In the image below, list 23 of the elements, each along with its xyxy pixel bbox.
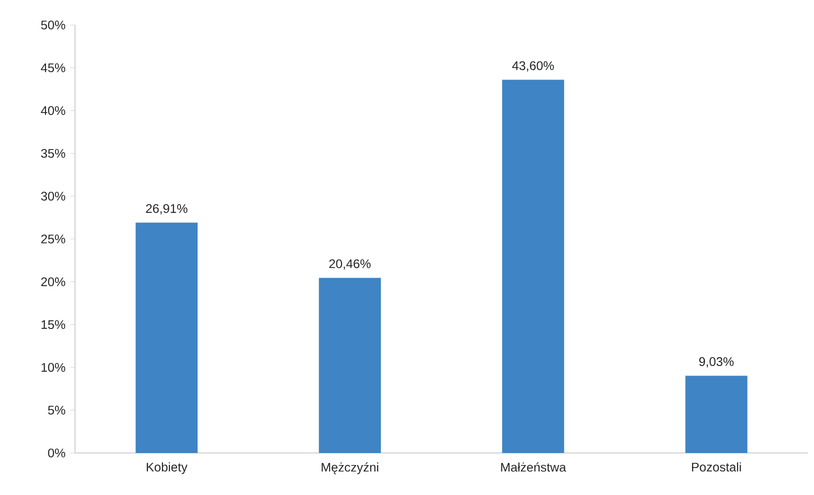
x-tick-label: Małżeństwa — [501, 462, 566, 472]
y-tick-label: 0% — [48, 448, 66, 458]
y-tick-label: 15% — [42, 320, 66, 329]
y-tick-label: 45% — [40, 63, 66, 72]
bar — [502, 80, 564, 453]
bar — [136, 222, 198, 453]
y-tick-label: 30% — [41, 192, 66, 201]
y-tick-label: 40% — [40, 106, 66, 116]
data-label: 20,46% — [329, 259, 371, 270]
x-tick-label: Kobiety — [146, 462, 188, 474]
data-label: 43,60% — [512, 61, 554, 72]
x-tick-label: Mężczyźni — [322, 462, 378, 474]
data-label: 9,03% — [699, 357, 734, 368]
y-tick-label: 10% — [42, 362, 66, 372]
y-tick-label: 35% — [41, 148, 66, 158]
y-tick-label: 25% — [41, 234, 66, 244]
y-tick-label: 50% — [41, 20, 66, 30]
x-tick-label: Pozostali — [692, 462, 741, 472]
y-tick-label: 5% — [48, 406, 66, 415]
data-label: 26,91% — [146, 204, 188, 214]
y-tick-label: 20% — [41, 277, 66, 286]
bar — [685, 376, 748, 453]
bar — [318, 278, 381, 453]
